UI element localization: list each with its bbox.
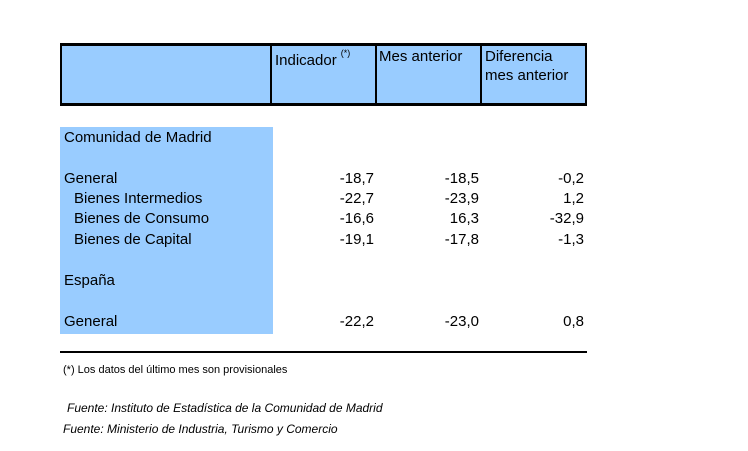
source-line: Fuente: Ministerio de Industria, Turismo… [63, 422, 338, 436]
row-label: Bienes de Capital [74, 231, 192, 248]
cell-indicador: -18,7 [339, 170, 374, 187]
header-indicador: Indicador (*) [275, 47, 350, 70]
section-title-madrid: Comunidad de Madrid [64, 129, 212, 146]
cell-diferencia: 0,8 [563, 313, 584, 330]
section-title-espana: España [64, 272, 115, 289]
header-diferencia: Diferencia mes anterior [485, 47, 568, 85]
header-indicador-footnote-mark: (*) [340, 48, 351, 58]
header-divider [585, 43, 587, 106]
cell-diferencia: -0,2 [558, 170, 584, 187]
table-header [60, 43, 587, 106]
header-divider [270, 43, 272, 106]
cell-mes-anterior: -23,0 [444, 313, 479, 330]
cell-diferencia: -1,3 [558, 231, 584, 248]
row-label: General [64, 313, 118, 330]
row-label: Bienes Intermedios [74, 190, 203, 207]
row-label: General [64, 170, 118, 187]
header-diferencia-line1: Diferencia [485, 48, 553, 65]
cell-mes-anterior: 16,3 [449, 210, 479, 227]
table-header-background [60, 43, 587, 106]
header-divider [375, 43, 377, 106]
cell-diferencia: -32,9 [549, 210, 584, 227]
header-divider [60, 43, 62, 106]
table-bottom-rule [60, 351, 587, 353]
row-label: Bienes de Consumo [74, 210, 210, 227]
cell-mes-anterior: -17,8 [444, 231, 479, 248]
cell-indicador: -22,7 [339, 190, 374, 207]
header-diferencia-line2: mes anterior [485, 67, 569, 84]
cell-indicador: -19,1 [339, 231, 374, 248]
header-mes-anterior: Mes anterior [379, 48, 463, 65]
footnote: (*) Los datos del último mes son provisi… [63, 364, 288, 376]
cell-mes-anterior: -18,5 [444, 170, 479, 187]
row-labels-background [60, 127, 273, 334]
header-divider [480, 43, 482, 106]
cell-diferencia: 1,2 [563, 190, 584, 207]
cell-indicador: -16,6 [339, 210, 374, 227]
source-line: Fuente: Instituto de Estadística de la C… [67, 401, 383, 415]
cell-mes-anterior: -23,9 [444, 190, 479, 207]
header-indicador-label: Indicador [275, 52, 337, 69]
cell-indicador: -22,2 [339, 313, 374, 330]
